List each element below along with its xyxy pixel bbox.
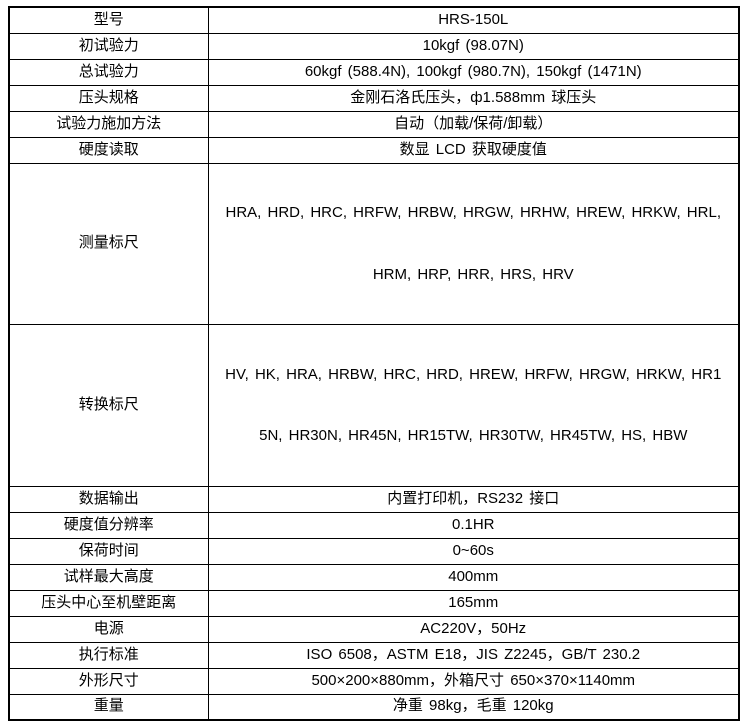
spec-label: 型号 (8, 6, 209, 34)
row-measurement-scales: 测量标尺 HRA, HRD, HRC, HRFW, HRBW, HRGW, HR… (8, 162, 740, 325)
spec-value: 60kgf (588.4N), 100kgf (980.7N), 150kgf … (207, 58, 740, 86)
spec-table: 型号 HRS-150L 初试验力 10kgf (98.07N) 总试验力 60k… (8, 6, 740, 721)
spec-value: 自动（加载/保荷/卸载） (207, 110, 740, 138)
spec-value: 500×200×880mm，外箱尺寸 650×370×1140mm (207, 667, 740, 695)
spec-value: 内置打印机，RS232 接口 (207, 485, 740, 513)
spec-value-line: HRM, HRP, HRR, HRS, HRV (372, 265, 574, 283)
spec-label: 转换标尺 (8, 324, 209, 487)
row-power-supply: 电源 AC220V，50Hz (8, 615, 740, 643)
spec-value: ISO 6508，ASTM E18，JIS Z2245，GB/T 230.2 (207, 641, 740, 669)
spec-label: 试验力施加方法 (8, 110, 209, 138)
spec-value: 10kgf (98.07N) (207, 32, 740, 60)
row-force-application-method: 试验力施加方法 自动（加载/保荷/卸载） (8, 110, 740, 138)
spec-label: 压头中心至机壁距离 (8, 589, 209, 617)
spec-value: AC220V，50Hz (207, 615, 740, 643)
spec-label: 测量标尺 (8, 162, 209, 325)
spec-value: HRS-150L (207, 6, 740, 34)
spec-value: 165mm (207, 589, 740, 617)
spec-label: 保荷时间 (8, 537, 209, 565)
spec-label: 执行标准 (8, 641, 209, 669)
row-indenter-spec: 压头规格 金刚石洛氏压头，ф1.588mm 球压头 (8, 84, 740, 112)
row-initial-test-force: 初试验力 10kgf (98.07N) (8, 32, 740, 60)
spec-value: 0~60s (207, 537, 740, 565)
spec-value: 400mm (207, 563, 740, 591)
row-max-specimen-height: 试样最大高度 400mm (8, 563, 740, 591)
row-model: 型号 HRS-150L (8, 6, 740, 34)
spec-label: 电源 (8, 615, 209, 643)
spec-value: 数显 LCD 获取硬度值 (207, 136, 740, 164)
spec-label: 硬度读取 (8, 136, 209, 164)
spec-label: 外形尺寸 (8, 667, 209, 695)
row-total-test-force: 总试验力 60kgf (588.4N), 100kgf (980.7N), 15… (8, 58, 740, 86)
spec-value-line: HRA, HRD, HRC, HRFW, HRBW, HRGW, HRHW, H… (225, 204, 721, 221)
row-dwell-time: 保荷时间 0~60s (8, 537, 740, 565)
row-dimensions: 外形尺寸 500×200×880mm，外箱尺寸 650×370×1140mm (8, 667, 740, 695)
spec-sheet: 型号 HRS-150L 初试验力 10kgf (98.07N) 总试验力 60k… (8, 6, 740, 721)
spec-value: 金刚石洛氏压头，ф1.588mm 球压头 (207, 84, 740, 112)
spec-value: 净重 98kg，毛重 120kg (207, 693, 740, 721)
spec-value: 0.1HR (207, 511, 740, 539)
row-hardness-reading: 硬度读取 数显 LCD 获取硬度值 (8, 136, 740, 164)
spec-label: 总试验力 (8, 58, 209, 86)
row-hardness-resolution: 硬度值分辨率 0.1HR (8, 511, 740, 539)
row-data-output: 数据输出 内置打印机，RS232 接口 (8, 485, 740, 513)
spec-label: 重量 (8, 693, 209, 721)
row-standards: 执行标准 ISO 6508，ASTM E18，JIS Z2245，GB/T 23… (8, 641, 740, 669)
row-throat-depth: 压头中心至机壁距离 165mm (8, 589, 740, 617)
row-weight: 重量 净重 98kg，毛重 120kg (8, 693, 740, 721)
spec-label: 试样最大高度 (8, 563, 209, 591)
spec-value-line: HV, HK, HRA, HRBW, HRC, HRD, HREW, HRFW,… (225, 365, 722, 383)
spec-label: 数据输出 (8, 485, 209, 513)
row-conversion-scales: 转换标尺 HV, HK, HRA, HRBW, HRC, HRD, HREW, … (8, 324, 740, 487)
spec-value: HRA, HRD, HRC, HRFW, HRBW, HRGW, HRHW, H… (207, 162, 740, 325)
spec-label: 压头规格 (8, 84, 209, 112)
spec-value-line: 5N, HR30N, HR45N, HR15TW, HR30TW, HR45TW… (259, 427, 688, 444)
spec-label: 硬度值分辨率 (8, 511, 209, 539)
spec-value: HV, HK, HRA, HRBW, HRC, HRD, HREW, HRFW,… (207, 324, 740, 487)
spec-label: 初试验力 (8, 32, 209, 60)
